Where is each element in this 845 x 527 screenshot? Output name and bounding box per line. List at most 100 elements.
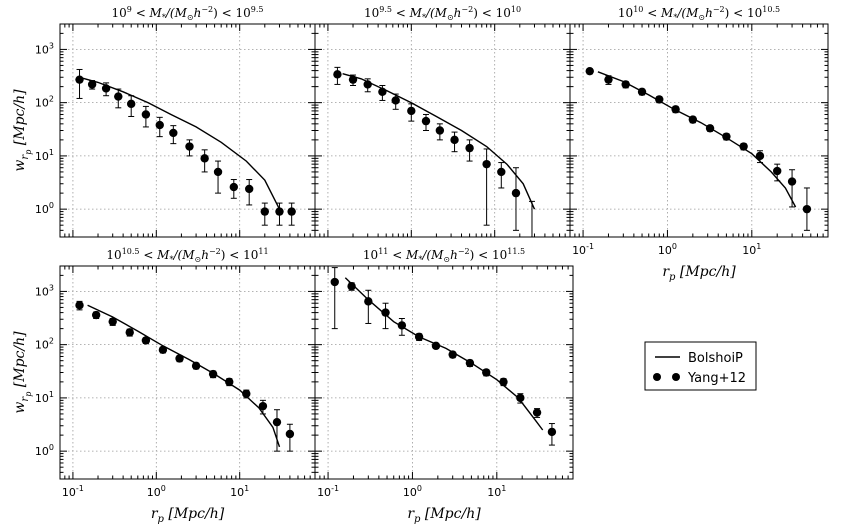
- panel-title: 1011 < M*/(M⊙h−2) < 1011.5: [363, 247, 525, 264]
- plot-frame: [569, 23, 829, 238]
- data-point: [191, 361, 201, 371]
- ticks: [570, 24, 828, 238]
- data-point: [421, 116, 431, 126]
- data-point: [330, 277, 339, 287]
- data-point: [397, 321, 407, 330]
- model-line-bolshoip: [597, 71, 797, 208]
- panel-title: 1010 < M*/(M⊙h−2) < 1010.5: [618, 5, 780, 22]
- data-point: [722, 132, 731, 141]
- panel-5: 10-1 100 101 1011 < M*/(M⊙h−2) < 1011.5 rp […: [314, 247, 574, 525]
- data-point: [272, 417, 282, 427]
- data-point: [155, 120, 164, 130]
- y-axis-label: wrp [Mpc/h]: [12, 331, 33, 414]
- data-point: [482, 368, 491, 377]
- data-point: [175, 354, 184, 363]
- y-tick-label: 103: [35, 41, 54, 56]
- data-point: [208, 369, 218, 379]
- plot-area: [585, 66, 812, 231]
- model-line-bolshoip: [87, 304, 281, 448]
- legend-frame: [644, 341, 757, 391]
- data-point: [450, 135, 459, 145]
- grid: [60, 266, 315, 479]
- error-bar: [331, 267, 338, 330]
- data-point: [621, 80, 630, 89]
- legend-label-yang: Yang+12: [687, 371, 746, 386]
- panel-1: 100 101 102 103 109 < M*/(M⊙h−2) < 109.5 wrp …: [12, 5, 316, 238]
- data-point: [244, 184, 254, 194]
- grid: [570, 24, 828, 237]
- plot-frame: [314, 265, 574, 480]
- data-point: [200, 154, 209, 163]
- data-point: [287, 207, 296, 216]
- plot-area: [330, 267, 557, 446]
- x-tick-label: 100: [403, 484, 422, 499]
- data-point: [258, 401, 268, 411]
- error-bar: [365, 289, 372, 324]
- panel-title: 109.5 < M*/(M⊙h−2) < 1010: [364, 5, 521, 22]
- data-point: [378, 87, 387, 96]
- legend: BolshoiP Yang+12: [644, 341, 757, 391]
- model-line-bolshoip: [79, 76, 281, 210]
- data-point: [604, 75, 613, 84]
- panel-2: 109.5 < M*/(M⊙h−2) < 1010: [314, 5, 571, 238]
- data-point: [431, 341, 441, 351]
- x-tick-label: 100: [147, 484, 166, 499]
- error-bar: [528, 200, 535, 237]
- data-point: [671, 105, 680, 114]
- data-point: [185, 142, 194, 151]
- error-bar: [789, 169, 796, 208]
- plot-area: [75, 300, 295, 452]
- data-point: [516, 393, 525, 403]
- x-tick-label: 101: [487, 484, 506, 499]
- data-point: [348, 75, 358, 84]
- grid: [315, 24, 570, 237]
- data-point: [407, 106, 416, 116]
- data-point: [125, 328, 134, 337]
- data-point: [141, 110, 151, 119]
- error-bar: [215, 160, 222, 194]
- y-tick-label: 100: [35, 443, 54, 458]
- x-tick-label: 10-1: [572, 242, 594, 257]
- grid: [315, 266, 573, 479]
- x-tick-label: 10-1: [62, 484, 84, 499]
- data-point: [802, 204, 812, 214]
- data-point: [465, 358, 475, 368]
- data-point: [229, 182, 239, 192]
- data-point: [285, 429, 295, 439]
- data-point: [787, 177, 797, 186]
- ticks: [315, 24, 570, 238]
- error-bar: [512, 167, 519, 231]
- data-point: [705, 124, 715, 133]
- model-line-bolshoip: [342, 73, 536, 210]
- data-point: [108, 317, 117, 326]
- data-point: [225, 377, 234, 387]
- y-tick-label: 102: [35, 337, 54, 352]
- x-tick-label: 100: [658, 242, 677, 257]
- data-point: [655, 95, 664, 104]
- data-point: [532, 408, 542, 417]
- data-point: [75, 75, 84, 84]
- data-point: [75, 301, 84, 310]
- data-point: [127, 99, 136, 109]
- y-tick-label: 101: [35, 390, 54, 405]
- legend-marker-yang: [672, 373, 680, 381]
- data-point: [482, 159, 491, 169]
- data-point: [381, 308, 390, 317]
- y-tick-label: 101: [35, 148, 54, 163]
- data-point: [755, 151, 765, 161]
- data-point: [114, 92, 123, 101]
- data-point: [511, 188, 521, 198]
- data-point: [101, 84, 111, 93]
- data-point: [347, 282, 356, 291]
- data-point: [465, 143, 474, 153]
- y-axis-label: wrp [Mpc/h]: [12, 89, 33, 172]
- x-tick-label: 10-1: [317, 484, 339, 499]
- data-point: [363, 80, 372, 89]
- data-point: [688, 115, 698, 124]
- x-axis-label: rp [Mpc/h]: [407, 506, 481, 525]
- data-point: [213, 167, 223, 177]
- data-point: [448, 350, 457, 359]
- data-point: [585, 66, 594, 76]
- x-tick-label: 101: [742, 242, 761, 257]
- legend-label-bolshoip: BolshoiP: [688, 351, 743, 366]
